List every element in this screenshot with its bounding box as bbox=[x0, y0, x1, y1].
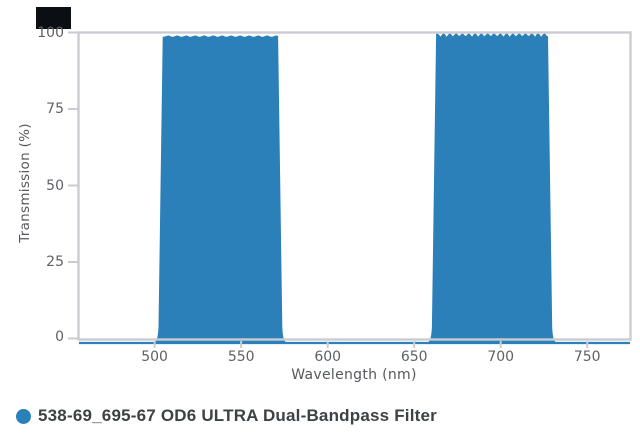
legend: 538-69_695-67 OD6 ULTRA Dual-Bandpass Fi… bbox=[16, 406, 437, 426]
x-tick-label: 750 bbox=[573, 349, 601, 365]
x-tick-label: 550 bbox=[227, 349, 255, 365]
y-tick-label: 0 bbox=[55, 329, 64, 345]
passband-area bbox=[153, 35, 288, 343]
black-square-overlay bbox=[36, 7, 71, 29]
y-axis-title: Transmission (%) bbox=[17, 123, 33, 243]
x-tick-label: 500 bbox=[141, 349, 168, 365]
y-tick-label: 25 bbox=[46, 254, 64, 270]
passband-area bbox=[427, 33, 557, 344]
plot-border bbox=[77, 31, 632, 341]
legend-label: 538-69_695-67 OD6 ULTRA Dual-Bandpass Fi… bbox=[38, 406, 437, 425]
y-tick-label: 75 bbox=[46, 101, 64, 117]
x-tick-label: 700 bbox=[487, 349, 515, 365]
y-tick-label: 50 bbox=[46, 177, 64, 194]
y-tick-label: 100 bbox=[37, 24, 64, 41]
x-axis-title: Wavelength (nm) bbox=[291, 367, 417, 383]
x-tick-label: 650 bbox=[400, 349, 428, 365]
x-tick-label: 600 bbox=[314, 349, 342, 365]
legend-marker-icon bbox=[16, 408, 31, 424]
